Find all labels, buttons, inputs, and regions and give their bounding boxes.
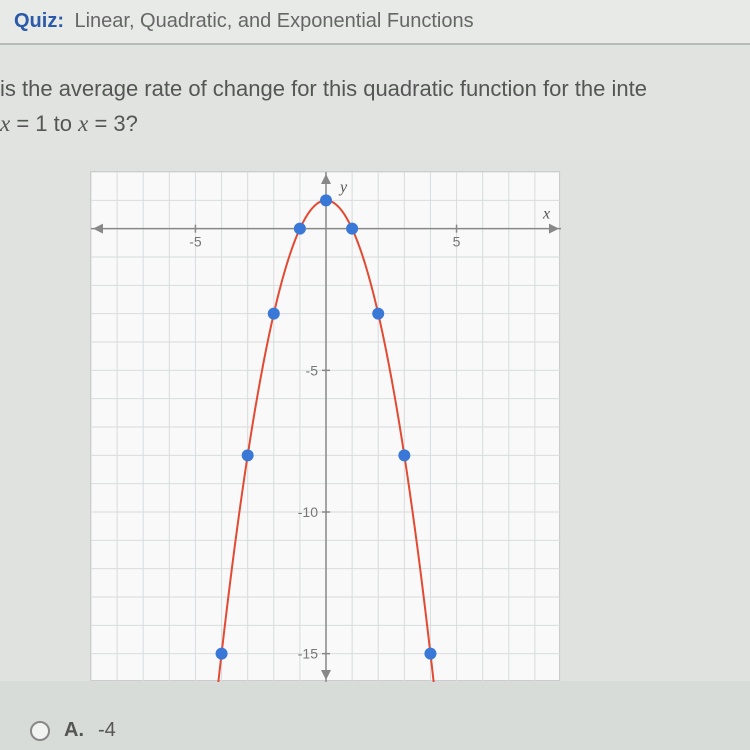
q-mid2: = 3? — [88, 111, 138, 136]
svg-text:-10: -10 — [298, 504, 318, 520]
radio-icon[interactable] — [30, 721, 50, 741]
answer-option-a[interactable]: A. -4 — [30, 719, 116, 742]
svg-text:-5: -5 — [189, 234, 202, 250]
question-line-1: is the average rate of change for this q… — [0, 71, 750, 106]
svg-text:5: 5 — [453, 234, 461, 250]
quiz-title: Linear, Quadratic, and Exponential Funct… — [74, 10, 473, 32]
svg-text:y: y — [338, 179, 348, 196]
answer-value: -4 — [98, 719, 116, 742]
quiz-header: Quiz: Linear, Quadratic, and Exponential… — [0, 0, 750, 45]
quiz-label: Quiz: — [14, 10, 64, 32]
chart-container: -5 5 -5 -10 -15 y x — [0, 153, 750, 681]
svg-text:-15: -15 — [298, 646, 318, 662]
var-x1: x — [0, 111, 10, 136]
question-line-2: x = 1 to x = 3? — [0, 106, 750, 143]
q-mid1: = 1 to — [10, 111, 78, 136]
var-x2: x — [78, 111, 88, 136]
svg-text:x: x — [542, 206, 550, 223]
answer-letter: A. — [64, 719, 84, 742]
parabola-chart: -5 5 -5 -10 -15 y x — [90, 171, 560, 681]
svg-text:-5: -5 — [306, 362, 319, 378]
chart-svg: -5 5 -5 -10 -15 y x — [91, 172, 561, 682]
question-text: is the average rate of change for this q… — [0, 45, 750, 153]
